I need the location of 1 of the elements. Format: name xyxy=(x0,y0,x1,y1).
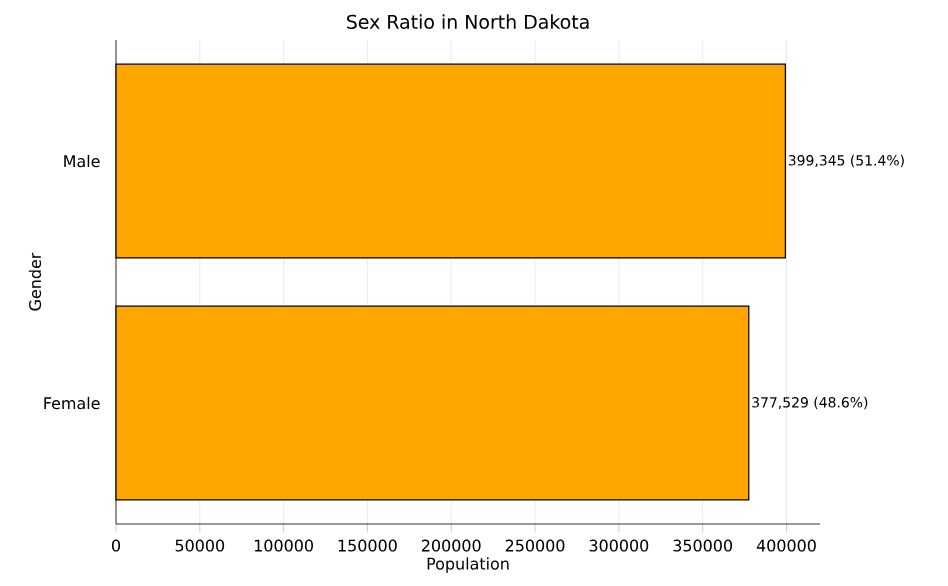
chart-title: Sex Ratio in North Dakota xyxy=(347,14,589,29)
